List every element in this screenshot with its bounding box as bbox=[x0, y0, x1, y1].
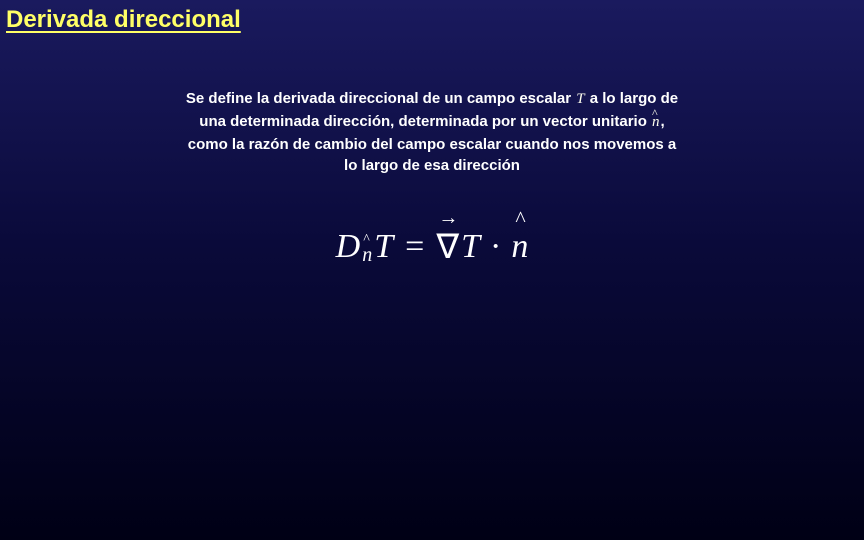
formula-rhs-T: T bbox=[461, 228, 480, 266]
formula-dot: · bbox=[482, 228, 509, 266]
formula-rhs-n-hat: n bbox=[511, 228, 528, 266]
slide-title: Derivada direccional bbox=[6, 6, 241, 33]
definition-line3: como la razón de cambio del campo escala… bbox=[188, 136, 677, 153]
formula-lhs-T: T bbox=[374, 228, 393, 266]
definition-text: Se define la derivada direccional de un … bbox=[102, 88, 762, 177]
unit-vector-symbol: n bbox=[651, 114, 661, 130]
formula-equals: = bbox=[395, 228, 434, 266]
definition-line2-pre: una determinada dirección, determinada p… bbox=[199, 113, 651, 130]
directional-derivative-formula: DnT = ∇T · n bbox=[336, 227, 529, 267]
definition-line1-post: a lo largo de bbox=[586, 90, 679, 107]
definition-line1-pre: Se define la derivada direccional de un … bbox=[186, 90, 575, 107]
formula-container: DnT = ∇T · n bbox=[0, 227, 864, 267]
formula-nabla-vec: ∇ bbox=[436, 227, 459, 267]
scalar-field-symbol: T bbox=[575, 91, 585, 107]
formula-sub-n-hat: n bbox=[362, 244, 372, 267]
title-bar: Derivada direccional bbox=[0, 0, 864, 40]
formula-D: D bbox=[336, 228, 361, 266]
definition-line4: lo largo de esa dirección bbox=[344, 157, 520, 174]
definition-line2-post: , bbox=[661, 113, 665, 130]
nabla-symbol: ∇ bbox=[436, 229, 459, 266]
